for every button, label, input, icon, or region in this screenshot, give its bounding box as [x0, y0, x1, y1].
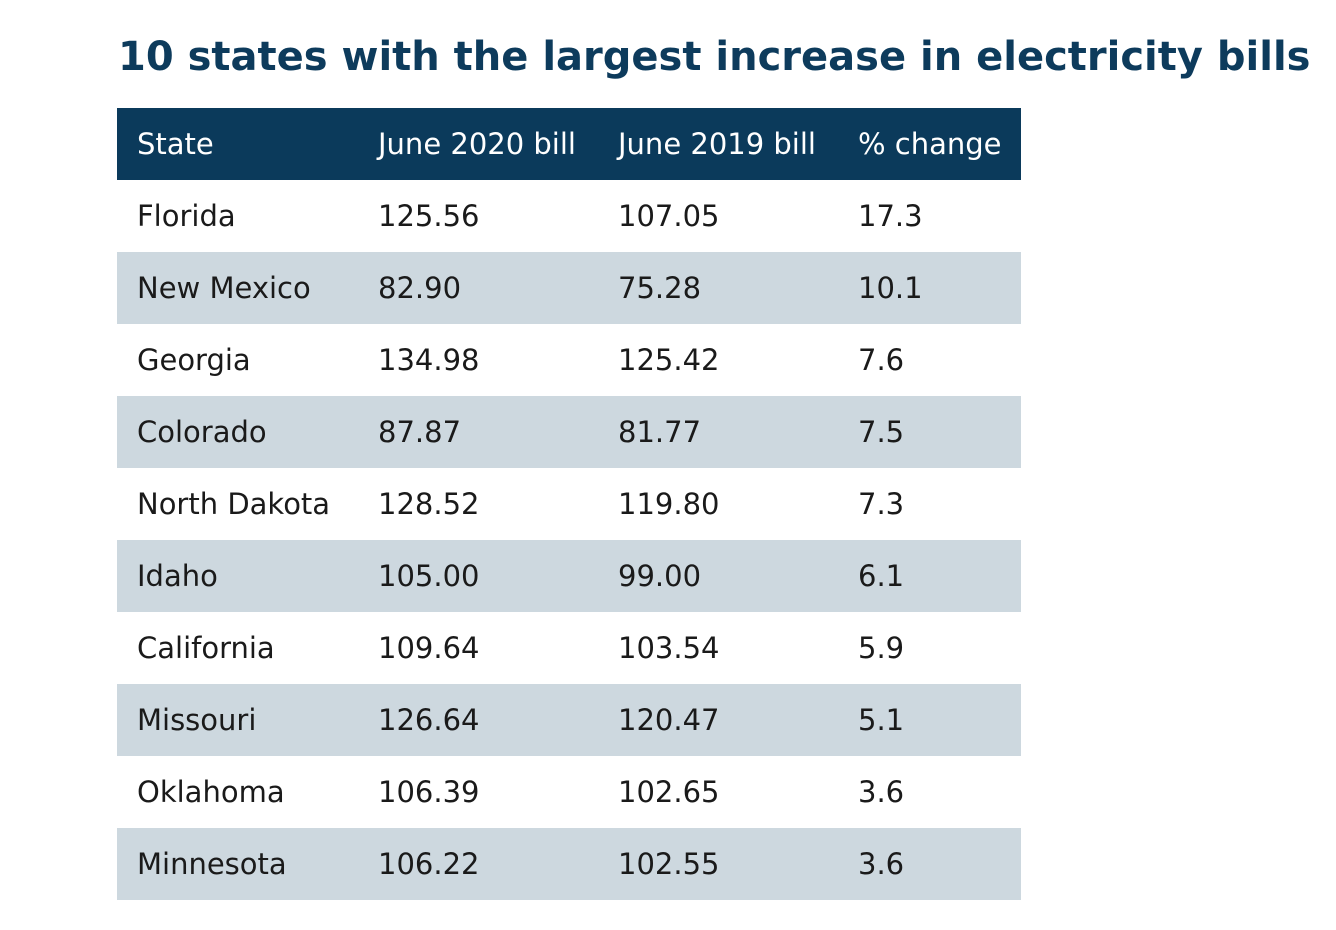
cell-percent-change: 7.5 [838, 396, 1021, 468]
cell-june-2020-bill: 128.52 [358, 468, 598, 540]
table-row: Idaho 105.00 99.00 6.1 [117, 540, 1021, 612]
table-row: California 109.64 103.54 5.9 [117, 612, 1021, 684]
table-row: North Dakota 128.52 119.80 7.3 [117, 468, 1021, 540]
cell-june-2020-bill: 87.87 [358, 396, 598, 468]
cell-june-2019-bill: 120.47 [598, 684, 838, 756]
cell-june-2020-bill: 106.22 [358, 828, 598, 900]
cell-june-2020-bill: 109.64 [358, 612, 598, 684]
cell-june-2019-bill: 102.65 [598, 756, 838, 828]
cell-june-2020-bill: 106.39 [358, 756, 598, 828]
table-body: Florida 125.56 107.05 17.3 New Mexico 82.90 75… [117, 180, 1021, 900]
cell-june-2019-bill: 103.54 [598, 612, 838, 684]
column-header-june-2019-bill: June 2019 bill [598, 108, 838, 180]
cell-percent-change: 3.6 [838, 756, 1021, 828]
cell-june-2019-bill: 81.77 [598, 396, 838, 468]
cell-percent-change: 6.1 [838, 540, 1021, 612]
cell-june-2019-bill: 125.42 [598, 324, 838, 396]
cell-state: Florida [117, 180, 358, 252]
cell-state: Missouri [117, 684, 358, 756]
cell-june-2020-bill: 134.98 [358, 324, 598, 396]
data-table: State June 2020 bill June 2019 bill % ch… [117, 108, 1021, 900]
table-header: State June 2020 bill June 2019 bill % ch… [117, 108, 1021, 180]
cell-june-2020-bill: 126.64 [358, 684, 598, 756]
cell-june-2019-bill: 102.55 [598, 828, 838, 900]
table-row: Oklahoma 106.39 102.65 3.6 [117, 756, 1021, 828]
cell-percent-change: 10.1 [838, 252, 1021, 324]
cell-june-2020-bill: 125.56 [358, 180, 598, 252]
cell-percent-change: 17.3 [838, 180, 1021, 252]
column-header-june-2020-bill: June 2020 bill [358, 108, 598, 180]
cell-state: New Mexico [117, 252, 358, 324]
cell-percent-change: 7.6 [838, 324, 1021, 396]
column-header-percent-change: % change [838, 108, 1021, 180]
cell-percent-change: 5.9 [838, 612, 1021, 684]
table-row: New Mexico 82.90 75.28 10.1 [117, 252, 1021, 324]
column-header-state: State [117, 108, 358, 180]
cell-june-2019-bill: 119.80 [598, 468, 838, 540]
cell-state: Georgia [117, 324, 358, 396]
data-table-container: State June 2020 bill June 2019 bill % ch… [117, 108, 1021, 900]
table-row: Missouri 126.64 120.47 5.1 [117, 684, 1021, 756]
table-row: Minnesota 106.22 102.55 3.6 [117, 828, 1021, 900]
table-row: Colorado 87.87 81.77 7.5 [117, 396, 1021, 468]
cell-june-2020-bill: 82.90 [358, 252, 598, 324]
chart-title: 10 states with the largest increase in e… [118, 34, 1311, 80]
cell-state: Idaho [117, 540, 358, 612]
header-row: State June 2020 bill June 2019 bill % ch… [117, 108, 1021, 180]
cell-june-2019-bill: 99.00 [598, 540, 838, 612]
table-row: Florida 125.56 107.05 17.3 [117, 180, 1021, 252]
table-row: Georgia 134.98 125.42 7.6 [117, 324, 1021, 396]
cell-percent-change: 3.6 [838, 828, 1021, 900]
cell-june-2020-bill: 105.00 [358, 540, 598, 612]
cell-june-2019-bill: 75.28 [598, 252, 838, 324]
cell-state: Oklahoma [117, 756, 358, 828]
cell-state: Colorado [117, 396, 358, 468]
cell-state: California [117, 612, 358, 684]
cell-june-2019-bill: 107.05 [598, 180, 838, 252]
cell-state: Minnesota [117, 828, 358, 900]
cell-percent-change: 5.1 [838, 684, 1021, 756]
cell-percent-change: 7.3 [838, 468, 1021, 540]
cell-state: North Dakota [117, 468, 358, 540]
